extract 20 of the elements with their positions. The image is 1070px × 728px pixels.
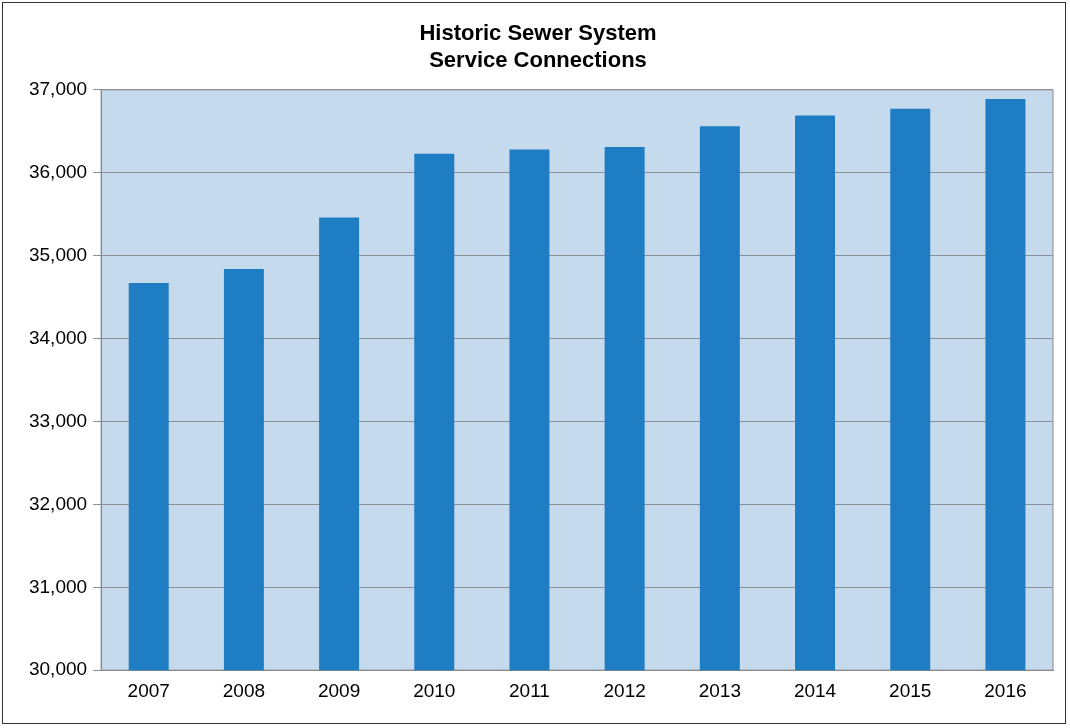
y-tick-label: 37,000 — [28, 78, 88, 100]
text: Historic Sewer System — [419, 20, 657, 46]
x-tick-label: 2016 — [984, 679, 1027, 701]
x-tick-label: 2009 — [317, 679, 361, 701]
y-tick-label: 31,000 — [28, 575, 88, 597]
y-tick-label: 35,000 — [28, 243, 88, 265]
x-tick-label: 2012 — [603, 679, 646, 701]
y-tick-label: 34,000 — [28, 326, 88, 348]
y-tick-label: 32,000 — [28, 492, 88, 514]
x-tick-label: 2008 — [222, 679, 266, 701]
x-tick-label: 2011 — [509, 679, 550, 701]
y-tick-label: 33,000 — [28, 409, 88, 431]
y-tick-label: 36,000 — [28, 160, 88, 182]
text: Service Connections — [429, 46, 647, 72]
x-tick-label: 2013 — [698, 679, 741, 701]
x-tick-label: 2014 — [793, 679, 837, 701]
x-tick-label: 2007 — [127, 679, 170, 701]
x-tick-label: 2015 — [889, 679, 932, 701]
x-tick-label: 2010 — [413, 679, 456, 701]
y-tick-label: 30,000 — [28, 658, 88, 680]
